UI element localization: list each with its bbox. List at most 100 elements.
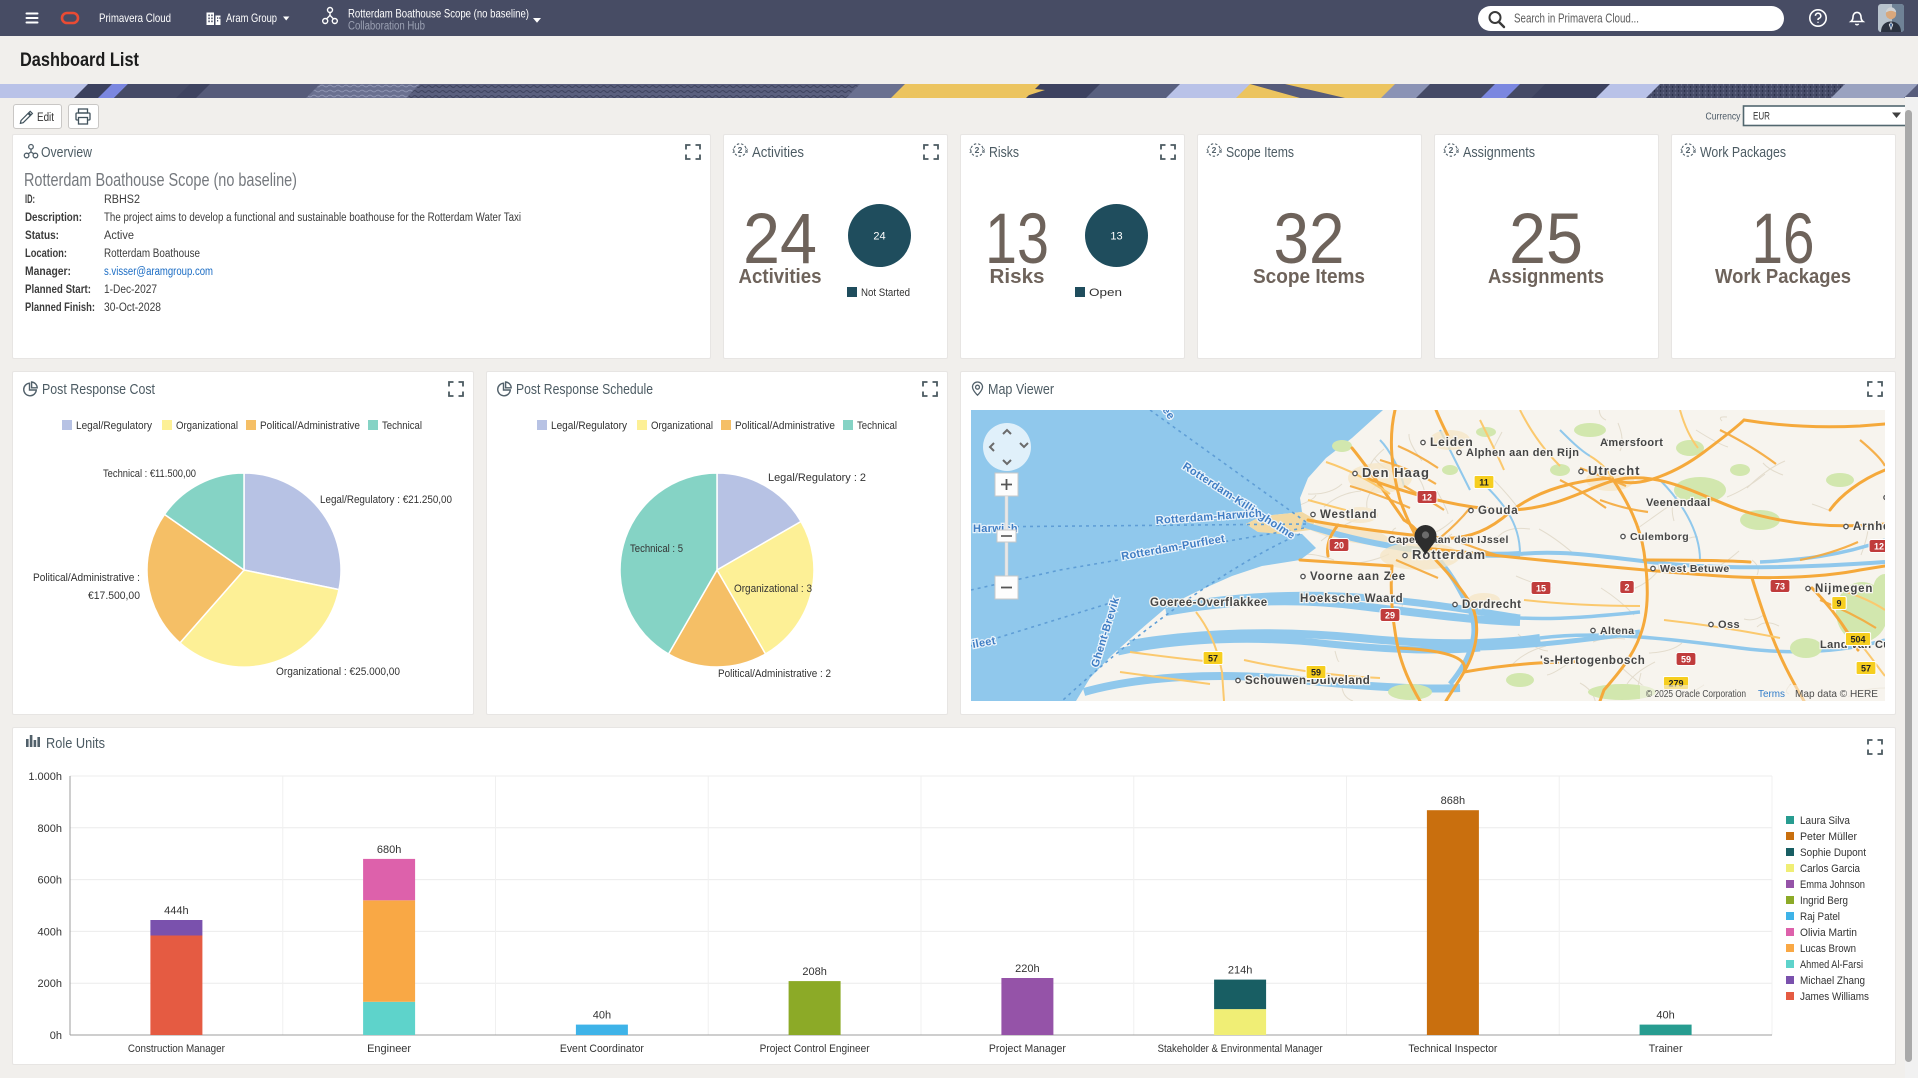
svg-text:2: 2 (1686, 145, 1691, 155)
svg-text:Rotterdam Boathouse Scope (no: Rotterdam Boathouse Scope (no baseline) (24, 169, 297, 190)
svg-text:3: 3 (1456, 149, 1460, 155)
svg-text:2: 2 (975, 145, 980, 155)
svg-text:Scope Items: Scope Items (1253, 266, 1365, 288)
svg-text:Technical : €11.500,00: Technical : €11.500,00 (103, 468, 196, 480)
svg-text:200h: 200h (38, 978, 62, 990)
svg-text:24: 24 (873, 231, 885, 243)
svg-text:Goeree-Overflakkee: Goeree-Overflakkee (1150, 597, 1268, 609)
svg-text:32: 32 (1274, 200, 1345, 279)
svg-text:Organizational : €25.000,00: Organizational : €25.000,00 (276, 666, 400, 678)
svg-text:279: 279 (1668, 679, 1683, 689)
svg-text:214h: 214h (1228, 965, 1252, 977)
svg-text:Political/Administrative : 2: Political/Administrative : 2 (718, 668, 831, 680)
svg-text:Assignments: Assignments (1463, 144, 1535, 161)
svg-text:Dordrecht: Dordrecht (1462, 599, 1521, 611)
svg-text:2: 2 (738, 145, 743, 155)
svg-text:40h: 40h (593, 1010, 611, 1022)
svg-text:12: 12 (1874, 542, 1884, 552)
svg-text:Construction Manager: Construction Manager (128, 1043, 225, 1055)
svg-text:Organizational : 3: Organizational : 3 (734, 583, 812, 595)
svg-text:Capelle aan den IJssel: Capelle aan den IJssel (1388, 534, 1509, 546)
svg-text:208h: 208h (802, 966, 826, 978)
svg-text:Activities: Activities (739, 266, 822, 288)
svg-text:Alphen aan den Rijn: Alphen aan den Rijn (1466, 447, 1579, 459)
svg-text:Raj Patel: Raj Patel (1800, 911, 1840, 923)
svg-text:Terms: Terms (1758, 689, 1785, 700)
svg-text:59: 59 (1681, 655, 1691, 665)
svg-text:12: 12 (1422, 493, 1432, 503)
svg-text:Planned Start:: Planned Start: (25, 284, 91, 296)
svg-text:Risks: Risks (990, 266, 1045, 288)
svg-text:2: 2 (1624, 583, 1629, 593)
svg-text:Rotterdam Boathouse: Rotterdam Boathouse (104, 248, 200, 260)
svg-text:1-Dec-2027: 1-Dec-2027 (104, 284, 157, 296)
svg-text:220h: 220h (1015, 963, 1039, 975)
svg-text:Utrecht: Utrecht (1588, 463, 1641, 478)
svg-text:Risks: Risks (989, 144, 1019, 161)
svg-text:Carlos Garcia: Carlos Garcia (1800, 863, 1861, 875)
svg-text:Trainer: Trainer (1649, 1043, 1683, 1055)
svg-text:15: 15 (1536, 584, 1546, 594)
svg-text:€17.500,00: €17.500,00 (88, 590, 140, 602)
svg-text:Laura Silva: Laura Silva (1800, 815, 1851, 827)
svg-text:3: 3 (745, 149, 749, 155)
svg-text:Nijmegen: Nijmegen (1815, 583, 1873, 595)
svg-text:Leiden: Leiden (1430, 435, 1473, 449)
svg-text:20: 20 (1334, 541, 1344, 551)
svg-text:Sophie Dupont: Sophie Dupont (1800, 847, 1866, 859)
svg-text:Status:: Status: (25, 230, 59, 242)
svg-text:Organizational: Organizational (651, 420, 713, 432)
svg-text:Search in Primavera Cloud...: Search in Primavera Cloud... (1514, 12, 1639, 26)
svg-text:2: 2 (1212, 145, 1217, 155)
svg-text:Overview: Overview (41, 144, 92, 161)
svg-text:Rotterdam Boathouse Scope (no: Rotterdam Boathouse Scope (no baseline) (348, 7, 529, 21)
svg-text:Collaboration Hub: Collaboration Hub (348, 21, 425, 33)
svg-text:57: 57 (1861, 664, 1871, 674)
svg-text:Ingrid Berg: Ingrid Berg (1800, 895, 1848, 907)
svg-text:0h: 0h (50, 1030, 62, 1042)
svg-text:Manager:: Manager: (25, 266, 71, 278)
svg-text:504: 504 (1850, 635, 1865, 645)
svg-text:Event Coordinator: Event Coordinator (560, 1043, 644, 1055)
svg-text:11: 11 (1479, 478, 1489, 488)
svg-text:13: 13 (985, 200, 1049, 279)
svg-text:Organizational: Organizational (176, 420, 238, 432)
svg-text:Assignments: Assignments (1488, 266, 1604, 288)
svg-text:Dashboard List: Dashboard List (20, 49, 139, 71)
svg-text:3: 3 (1693, 149, 1697, 155)
svg-text:444h: 444h (164, 905, 188, 917)
svg-text:24: 24 (743, 200, 817, 279)
svg-text:Michael Zhang: Michael Zhang (1800, 975, 1865, 987)
svg-text:Veenendaal: Veenendaal (1646, 497, 1711, 509)
svg-text:Stakeholder & Environmental Ma: Stakeholder & Environmental Manager (1158, 1043, 1323, 1055)
svg-text:3: 3 (1219, 149, 1223, 155)
svg-text:1: 1 (1206, 149, 1210, 155)
svg-text:Aram Group: Aram Group (226, 11, 277, 25)
svg-text:Not Started: Not Started (861, 287, 910, 299)
svg-text:Project Manager: Project Manager (989, 1043, 1066, 1055)
svg-text:Voorne aan Zee: Voorne aan Zee (1310, 571, 1406, 583)
svg-text:13: 13 (1110, 231, 1122, 243)
svg-text:Westland: Westland (1320, 509, 1377, 521)
svg-text:Work Packages: Work Packages (1700, 144, 1786, 161)
svg-text:ID:: ID: (25, 194, 35, 206)
svg-text:Engineer: Engineer (367, 1043, 411, 1055)
svg-text:Legal/Regulatory: Legal/Regulatory (76, 420, 152, 432)
svg-text:Currency: Currency (1706, 111, 1742, 123)
svg-text:© 2025 Oracle Corporation: © 2025 Oracle Corporation (1646, 689, 1746, 700)
svg-text:73: 73 (1775, 582, 1785, 592)
svg-text:16: 16 (1752, 200, 1815, 279)
svg-text:Map data © HERE: Map data © HERE (1795, 689, 1878, 700)
svg-text:Technical : 5: Technical : 5 (630, 543, 683, 555)
svg-text:Project Control Engineer: Project Control Engineer (760, 1043, 870, 1055)
svg-text:Political/Administrative: Political/Administrative (735, 420, 835, 432)
svg-text:Legal/Regulatory : 2: Legal/Regulatory : 2 (768, 472, 866, 484)
svg-text:Location:: Location: (25, 248, 67, 260)
svg-text:Oss: Oss (1718, 619, 1740, 631)
svg-text:Planned Finish:: Planned Finish: (25, 302, 95, 314)
svg-text:Role Units: Role Units (46, 735, 105, 752)
svg-text:James Williams: James Williams (1800, 991, 1869, 1003)
svg-text:1: 1 (1680, 149, 1684, 155)
svg-text:1: 1 (732, 149, 736, 155)
svg-text:Schouwen-Duiveland: Schouwen-Duiveland (1245, 675, 1370, 687)
